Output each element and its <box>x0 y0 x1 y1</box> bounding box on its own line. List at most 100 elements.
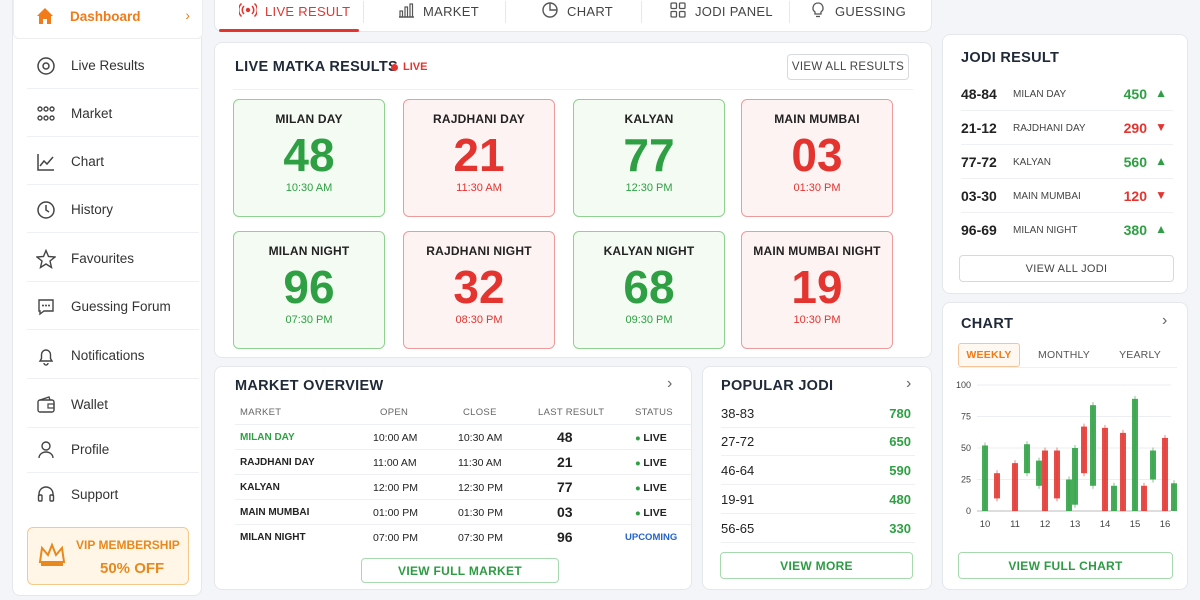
bell-icon <box>35 345 57 367</box>
result-card[interactable]: MILAN DAY 48 10:30 AM <box>233 99 385 217</box>
result-card[interactable]: RAJDHANI DAY 21 11:30 AM <box>403 99 555 217</box>
jodi-pair: 21-12 <box>961 120 997 136</box>
pie-icon <box>541 1 559 22</box>
sidebar-item-support[interactable]: Support <box>27 471 199 517</box>
result-time: 12:30 PM <box>625 182 673 194</box>
tab-market[interactable]: MARKET <box>397 0 479 31</box>
sidebar-item-guessing-forum[interactable]: Guessing Forum <box>27 284 199 330</box>
tab-divider <box>363 1 364 23</box>
list-item[interactable]: 27-72 650 <box>721 426 915 456</box>
table-row[interactable]: RAJDHANI DAY 11:00 AM 11:30 AM 21 ● LIVE <box>235 449 693 474</box>
result-card[interactable]: MAIN MUMBAI 03 01:30 PM <box>741 99 893 217</box>
tab-divider <box>641 1 642 23</box>
market-cell: RAJDHANI DAY <box>240 457 315 468</box>
sidebar-item-dashboard[interactable]: Dashboard › <box>13 0 203 39</box>
list-item[interactable]: 21-12 RAJDHANI DAY 290 ▼ <box>961 111 1173 145</box>
table-row[interactable]: MILAN NIGHT 07:00 PM 07:30 PM 96 UPCOMIN… <box>235 524 693 549</box>
bars-icon <box>397 2 415 21</box>
market-cell: MILAN DAY <box>240 432 295 443</box>
sidebar-item-label: Live Results <box>71 58 145 73</box>
status-badge: UPCOMING <box>625 532 678 543</box>
table-row[interactable]: KALYAN 12:00 PM 12:30 PM 77 ● LIVE <box>235 474 693 499</box>
sidebar-item-notifications[interactable]: Notifications <box>27 333 199 379</box>
list-item[interactable]: 48-84 MILAN DAY 450 ▲ <box>961 77 1173 111</box>
tab-guessing[interactable]: GUESSING <box>809 0 906 31</box>
result-card[interactable]: KALYAN NIGHT 68 09:30 PM <box>573 231 725 349</box>
tab-monthly[interactable]: MONTHLY <box>1038 349 1090 361</box>
list-item[interactable]: 03-30 MAIN MUMBAI 120 ▼ <box>961 179 1173 213</box>
result-card[interactable]: RAJDHANI NIGHT 32 08:30 PM <box>403 231 555 349</box>
star-icon <box>35 248 57 270</box>
candle-bar <box>1012 463 1018 511</box>
home-icon <box>34 5 56 27</box>
sidebar-item-profile[interactable]: Profile <box>27 427 199 473</box>
candle-bar <box>1102 427 1108 511</box>
sidebar-item-chart[interactable]: Chart <box>27 139 199 185</box>
open-cell: 12:00 PM <box>373 482 418 494</box>
sidebar-item-wallet[interactable]: Wallet <box>27 382 199 428</box>
chevron-right-icon[interactable]: › <box>1162 312 1168 329</box>
sidebar-item-history[interactable]: History <box>27 187 199 233</box>
tab-yearly[interactable]: YEARLY <box>1119 349 1161 361</box>
list-item[interactable]: 96-69 MILAN NIGHT 380 ▲ <box>961 213 1173 247</box>
trend-up-icon: ▲ <box>1155 222 1167 236</box>
table-row[interactable]: MAIN MUMBAI 01:00 PM 01:30 PM 03 ● LIVE <box>235 499 693 524</box>
jodi-pair: 27-72 <box>721 434 755 449</box>
status-badge: ● LIVE <box>635 432 667 444</box>
candle-bar <box>1171 483 1177 511</box>
jodi-pair: 96-69 <box>961 222 997 238</box>
chevron-right-icon[interactable]: › <box>906 375 912 392</box>
tab-jodi-panel[interactable]: JODI PANEL <box>669 0 773 31</box>
list-item[interactable]: 19-91 480 <box>721 484 915 514</box>
candle-bar <box>1090 405 1096 486</box>
sidebar-item-favourites[interactable]: Favourites <box>27 236 199 282</box>
table-row[interactable]: MILAN DAY 10:00 AM 10:30 AM 48 ● LIVE <box>235 424 693 449</box>
result-time: 01:30 PM <box>793 182 841 194</box>
column-header: OPEN <box>380 407 409 418</box>
panel-title: JODI RESULT <box>961 50 1060 66</box>
result-card[interactable]: MILAN NIGHT 96 07:30 PM <box>233 231 385 349</box>
view-all-results-button[interactable]: VIEW ALL RESULTS <box>787 54 909 80</box>
view-full-chart-button[interactable]: VIEW FULL CHART <box>958 552 1173 579</box>
sidebar-item-market[interactable]: Market <box>27 91 199 137</box>
market-name: MAIN MUMBAI <box>774 112 860 126</box>
sidebar-item-label: Chart <box>71 154 105 169</box>
open-cell: 11:00 AM <box>373 457 417 469</box>
vip-membership-banner[interactable]: VIP MEMBERSHIP 50% OFF <box>27 527 189 585</box>
result-card[interactable]: KALYAN 77 12:30 PM <box>573 99 725 217</box>
x-tick-label: 10 <box>980 519 991 530</box>
result-card[interactable]: MAIN MUMBAI NIGHT 19 10:30 PM <box>741 231 893 349</box>
chat-icon <box>35 296 57 318</box>
view-full-market-button[interactable]: VIEW FULL MARKET <box>361 558 559 583</box>
sidebar-item-live-results[interactable]: Live Results <box>27 43 199 89</box>
result-time: 09:30 PM <box>625 314 673 326</box>
x-tick-label: 12 <box>1040 519 1051 530</box>
popular-jodi-panel: POPULAR JODI › 38-83 780 27-72 650 46-64 59… <box>702 366 932 590</box>
tab-weekly[interactable]: WEEKLY <box>958 343 1020 367</box>
panel-title: MARKET OVERVIEW <box>235 378 384 394</box>
tab-label: CHART <box>567 3 614 19</box>
view-all-jodi-button[interactable]: VIEW ALL JODI <box>959 255 1174 282</box>
list-item[interactable]: 56-65 330 <box>721 513 915 543</box>
view-more-button[interactable]: VIEW MORE <box>720 552 913 579</box>
result-number: 96 <box>283 261 335 313</box>
chart-panel: CHART › WEEKLY MONTHLY YEARLY 0 25 50 75 100… <box>942 302 1188 590</box>
open-cell: 01:00 PM <box>373 507 418 519</box>
chevron-right-icon[interactable]: › <box>667 375 673 392</box>
jodi-market: MILAN NIGHT <box>1013 225 1078 236</box>
clock-icon <box>35 199 57 221</box>
x-tick-label: 11 <box>1010 519 1020 530</box>
result-number: 03 <box>791 129 843 181</box>
list-item[interactable]: 77-72 KALYAN 560 ▲ <box>961 145 1173 179</box>
list-item[interactable]: 46-64 590 <box>721 455 915 485</box>
result-cell: 03 <box>557 504 573 520</box>
record-icon <box>35 55 57 77</box>
jodi-value: 560 <box>1123 154 1147 170</box>
result-time: 10:30 PM <box>793 314 841 326</box>
x-tick-label: 14 <box>1100 519 1111 530</box>
trend-up-icon: ▲ <box>1155 86 1167 100</box>
tab-chart[interactable]: CHART <box>541 0 613 31</box>
market-icon <box>35 103 57 125</box>
list-item[interactable]: 38-83 780 <box>721 398 915 428</box>
tab-live-result[interactable]: LIVE RESULT <box>237 0 350 31</box>
